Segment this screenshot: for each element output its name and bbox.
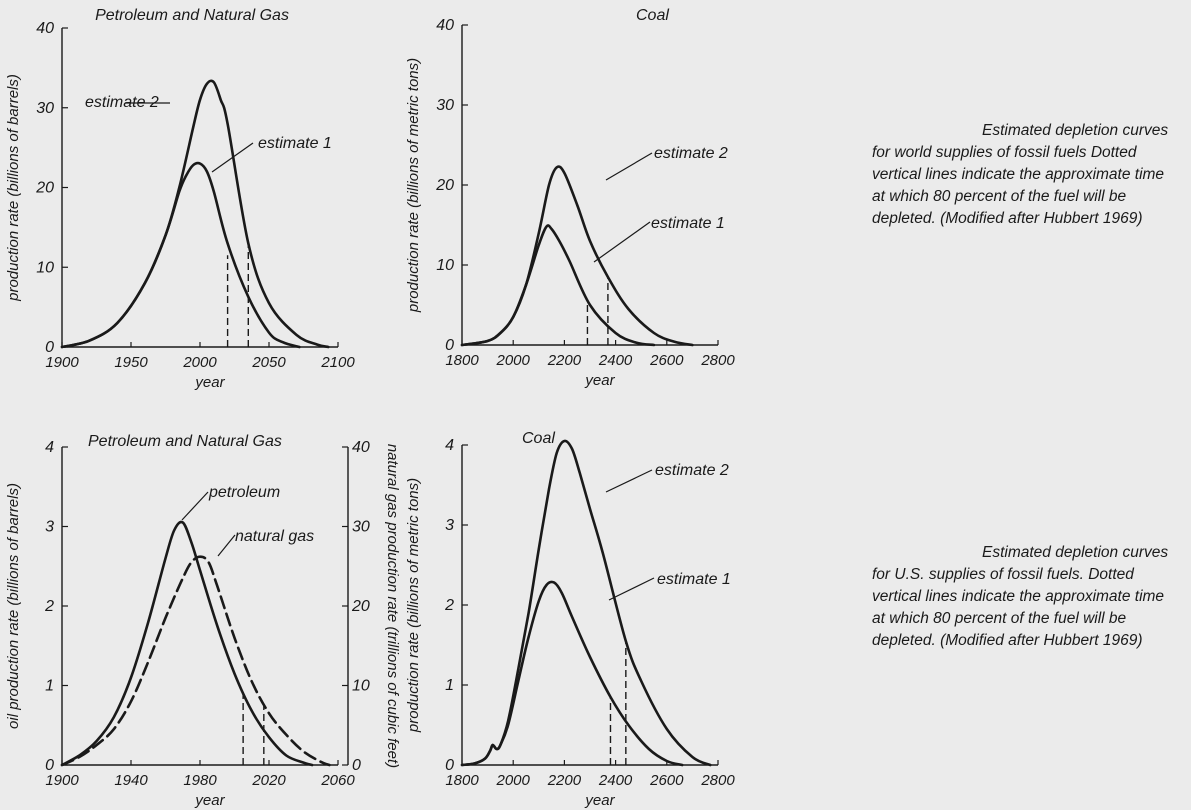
x-tick-label: 2020	[251, 772, 286, 789]
x-tick-label: 2400	[598, 352, 633, 369]
y-tick-label-right: 10	[352, 678, 370, 695]
series-label-leader	[181, 491, 209, 521]
y-axis-label: production rate (billions of metric tons…	[405, 478, 422, 733]
y-axis-label: production rate (billions of metric tons…	[405, 58, 422, 313]
series-line-estimate-2	[460, 439, 712, 767]
chart-title: Petroleum and Natural Gas	[88, 433, 282, 450]
x-tick-label: 1900	[45, 772, 79, 789]
series-line-petroleum	[60, 520, 314, 767]
series-label-leader	[605, 469, 653, 493]
y-tick-label: 3	[445, 517, 454, 534]
y-tick-label: 20	[435, 177, 454, 194]
x-tick-label: 2050	[251, 354, 286, 371]
x-tick-label: 1800	[445, 772, 479, 789]
x-tick-label: 1940	[114, 772, 148, 789]
chart-title: Coal	[522, 430, 555, 447]
y-tick-label: 2	[44, 598, 54, 615]
x-tick-label: 2600	[649, 772, 684, 789]
series-line-estimate-2	[60, 79, 330, 349]
series-label-leader	[605, 152, 653, 181]
y-tick-label: 0	[45, 757, 54, 774]
series-line-natural-gas	[60, 555, 331, 767]
y-tick-label: 0	[445, 757, 454, 774]
y-tick-label: 0	[45, 339, 54, 356]
y-axis-label: oil production rate (billions of barrels…	[5, 483, 22, 729]
x-tick-label: 2200	[547, 772, 582, 789]
series-line-estimate-1	[460, 580, 684, 767]
y-tick-label-right: 40	[352, 439, 370, 456]
us-caption-text: Estimated depletion curves for U.S. supp…	[872, 544, 1169, 649]
y-tick-label: 10	[36, 259, 54, 276]
us-caption: Estimated depletion curves for U.S. supp…	[872, 542, 1172, 652]
series-label-leader	[593, 221, 651, 263]
world-coal-chart: 0 10 20 30 40 1800 2000 2200 2400 2600 2800 year pro…	[405, 7, 735, 389]
y-tick-label: 0	[445, 337, 454, 354]
x-tick-label: 2800	[700, 352, 735, 369]
chart-title: Petroleum and Natural Gas	[95, 7, 289, 24]
x-tick-label: 1980	[183, 772, 217, 789]
x-tick-label: 1950	[114, 354, 148, 371]
series-label: estimate 2	[655, 462, 729, 479]
x-tick-label: 2200	[547, 352, 582, 369]
series-label: estimate 1	[657, 571, 731, 588]
x-tick-label: 2000	[496, 352, 531, 369]
x-axis-label: year	[584, 792, 615, 809]
series-label: estimate 2	[654, 145, 728, 162]
series-line-estimate-1	[460, 224, 656, 347]
x-tick-label: 2600	[649, 352, 684, 369]
y-tick-label: 4	[445, 437, 454, 454]
y-tick-label: 4	[45, 439, 54, 456]
series-line-estimate-1	[60, 161, 301, 349]
y-tick-label: 2	[444, 597, 454, 614]
y-tick-label: 40	[436, 17, 454, 34]
x-tick-label: 2000	[496, 772, 531, 789]
y-tick-label: 20	[35, 180, 54, 197]
series-label: petroleum	[208, 484, 280, 501]
series-label: estimate 2	[85, 94, 159, 111]
x-tick-label: 2000	[182, 354, 217, 371]
x-tick-label: 2060	[320, 772, 355, 789]
y-tick-label: 40	[36, 20, 54, 37]
y-tick-label: 30	[436, 97, 454, 114]
y-tick-label-right: 20	[351, 598, 370, 615]
y-tick-label-right: 30	[352, 519, 370, 536]
series-label-leader	[608, 577, 655, 601]
y-tick-label: 1	[45, 678, 54, 695]
y-tick-label: 30	[36, 100, 54, 117]
us-coal-chart: 0 1 2 3 4 1800 2000 2200 2400 2600 2800 year product…	[405, 430, 735, 809]
y-tick-label: 1	[445, 677, 454, 694]
world-caption: Estimated depletion curves for world sup…	[872, 120, 1172, 230]
series-label: natural gas	[235, 528, 314, 545]
x-tick-label: 2800	[700, 772, 735, 789]
world-petroleum-chart: 0 10 20 30 40 1900 1950 2000 2050 2100 year product…	[5, 7, 355, 391]
series-line-estimate-2	[460, 165, 694, 347]
x-axis-label: year	[194, 792, 225, 809]
x-tick-label: 2400	[598, 772, 633, 789]
x-tick-label: 2100	[320, 354, 355, 371]
series-label: estimate 1	[258, 135, 332, 152]
world-caption-text: Estimated depletion curves for world sup…	[872, 122, 1169, 227]
x-tick-label: 1800	[445, 352, 479, 369]
y-axis-label-right: natural gas production rate (trillions o…	[384, 444, 401, 768]
series-label: estimate 1	[651, 215, 725, 232]
x-axis-label: year	[584, 372, 615, 389]
y-tick-label: 10	[436, 257, 454, 274]
x-axis-label: year	[194, 374, 225, 391]
x-tick-label: 1900	[45, 354, 79, 371]
series-label-leader	[217, 534, 236, 557]
y-tick-label: 3	[45, 519, 54, 536]
chart-title: Coal	[636, 7, 669, 24]
y-axis-label: production rate (billions of barrels)	[5, 74, 22, 302]
y-tick-label-right: 0	[352, 757, 361, 774]
